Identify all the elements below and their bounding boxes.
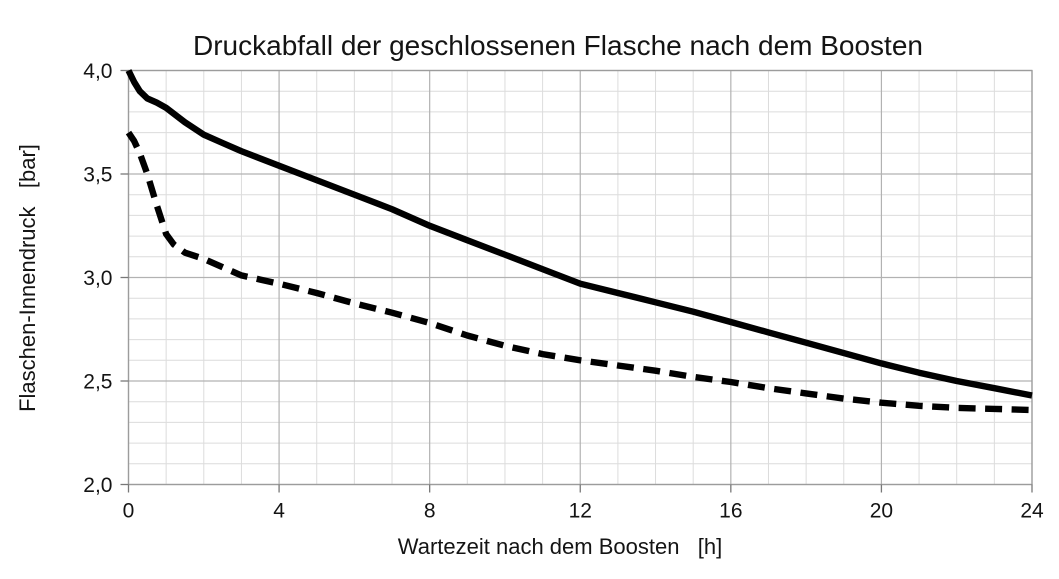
y-tick-label: 2,5 bbox=[83, 371, 112, 394]
x-tick-label: 4 bbox=[273, 500, 285, 523]
x-axis-title: Wartezeit nach dem Boosten [h] bbox=[397, 534, 723, 559]
y-tick-label: 4,0 bbox=[83, 60, 112, 83]
y-tick-label: 3,5 bbox=[83, 164, 112, 187]
dashed-curve-line bbox=[125, 130, 1033, 414]
solid-curve-line bbox=[125, 69, 1033, 399]
y-tick-label: 3,0 bbox=[83, 267, 112, 290]
chart-title: Druckabfall der geschlossenen Flasche na… bbox=[193, 30, 923, 61]
x-tick-label: 12 bbox=[569, 500, 592, 523]
x-tick-label: 24 bbox=[1020, 500, 1044, 523]
x-tick-label: 20 bbox=[870, 500, 893, 523]
y-axis-title: Flaschen-Innendruck [bar] bbox=[15, 144, 40, 412]
x-tick-label: 16 bbox=[719, 500, 742, 523]
y-tick-label: 2,0 bbox=[83, 474, 112, 497]
x-tick-label: 0 bbox=[123, 500, 135, 523]
x-tick-label: 8 bbox=[424, 500, 436, 523]
